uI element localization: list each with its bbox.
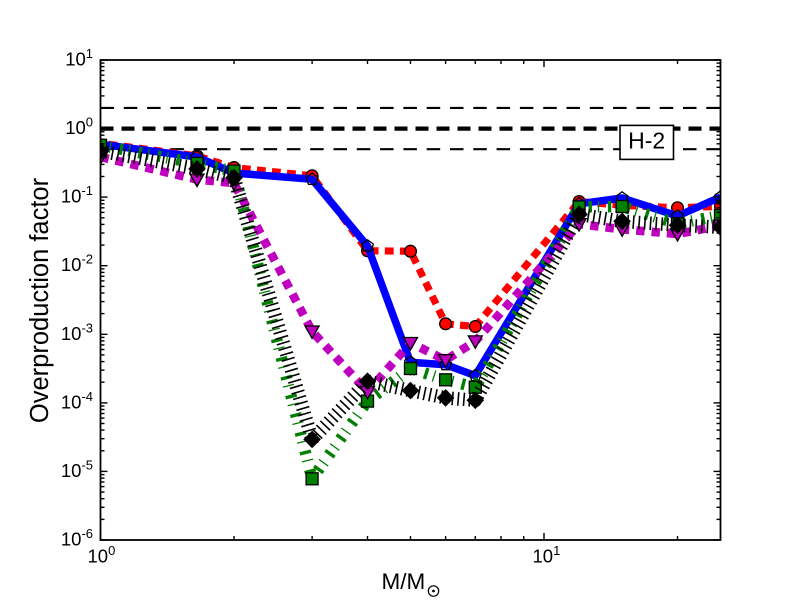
svg-text:M/M: M/M xyxy=(382,569,426,594)
svg-text:Overproduction factor: Overproduction factor xyxy=(26,177,54,423)
svg-text:H-2: H-2 xyxy=(628,128,665,154)
